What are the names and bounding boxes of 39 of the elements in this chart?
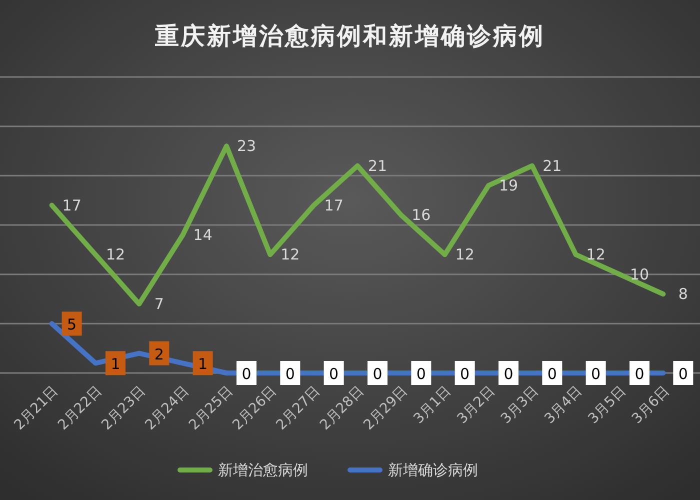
data-label: 2: [154, 345, 164, 364]
data-label: 0: [242, 365, 252, 383]
data-label: 8: [678, 285, 688, 304]
data-label: 0: [372, 365, 382, 383]
x-tick-label: 3月2日: [454, 383, 498, 428]
data-label: 14: [193, 226, 212, 244]
x-tick-label: 3月5日: [585, 383, 630, 428]
data-label: 12: [586, 246, 606, 264]
data-label: 0: [678, 365, 688, 383]
data-label: 10: [630, 265, 650, 284]
chart-title: 重庆新增治愈病例和新增确诊病例: [154, 22, 545, 50]
data-label: 0: [329, 365, 339, 383]
data-label: 0: [547, 365, 557, 383]
data-label: 21: [368, 156, 388, 175]
data-label: 5: [67, 316, 77, 334]
data-label: 1: [110, 355, 120, 374]
data-label: 0: [634, 365, 644, 383]
data-label: 16: [412, 206, 431, 224]
data-label: 23: [236, 137, 256, 156]
x-tick-label: 3月4日: [542, 383, 586, 428]
legend-label: 新增确诊病例: [388, 461, 478, 479]
data-label: 0: [460, 365, 470, 383]
data-label: 19: [498, 176, 518, 195]
data-label: 0: [416, 365, 426, 383]
x-tick-label: 3月6日: [629, 383, 673, 428]
data-label: 21: [542, 156, 562, 175]
data-label: 17: [324, 196, 344, 214]
data-label: 0: [504, 365, 514, 383]
x-tick-label: 3月3日: [498, 383, 542, 428]
data-label: 0: [591, 365, 601, 383]
data-label: 0: [285, 365, 295, 383]
legend-label: 新增治愈病例: [218, 461, 308, 479]
data-label: 7: [154, 294, 164, 313]
data-label: 17: [62, 196, 82, 214]
data-label: 12: [455, 246, 474, 264]
data-label: 1: [198, 355, 208, 374]
data-label: 12: [106, 246, 126, 264]
data-label: 12: [280, 246, 300, 264]
x-tick-label: 3月1日: [410, 383, 454, 428]
